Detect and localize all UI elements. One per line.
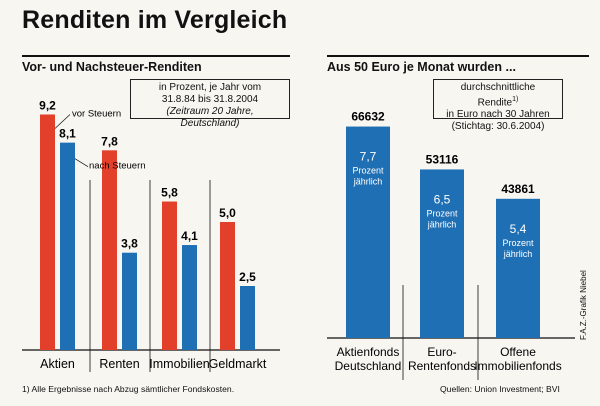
source-note: Quellen: Union Investment; BVI [440, 384, 560, 394]
rate-caption-euro-2: jährlich [427, 219, 457, 229]
legend-leader-vor-steuern [54, 114, 71, 129]
bar-euro [420, 169, 464, 338]
rate-caption-aktienfonds-1: Prozent [352, 166, 384, 176]
annotation-line-1: durchschnittliche Rendite1) [460, 82, 536, 109]
annotation-line-1: in Prozent, je Jahr vom [158, 82, 262, 93]
annotation-line-3: (Stichtag: 30.6.2004) [451, 121, 545, 133]
annotation-line-3: (Zeitraum 20 Jahre, Deutschland) [166, 106, 254, 129]
category-label-offene-line-1: Offene [500, 345, 536, 359]
graphic-credit: F.A.Z.-Grafik Niebel [579, 270, 588, 340]
right-chart-title: Aus 50 Euro je Monat wurden ... [327, 60, 516, 74]
category-label-aktienfonds-line-2: Deutschland [335, 359, 402, 373]
rate-caption-offene-2: jährlich [503, 249, 533, 259]
bar-vor-immobilien [162, 201, 177, 350]
value-label-euro: 53116 [426, 152, 459, 166]
bar-nach-geldmarkt [240, 286, 255, 350]
rate-caption-euro-1: Prozent [426, 208, 458, 218]
bar-vor-aktien [40, 114, 55, 350]
bar-nach-aktien [60, 142, 75, 350]
category-label-euro-line-1: Euro- [427, 345, 456, 359]
category-label-aktien: Aktien [40, 357, 75, 371]
value-label-vor-geldmarkt: 5,0 [219, 206, 236, 220]
rate-label-offene: 5,4 [510, 222, 527, 236]
value-label-aktienfonds: 66632 [351, 110, 385, 124]
rate-label-euro: 6,5 [434, 192, 451, 206]
footnote-marker: 1) [512, 96, 519, 103]
bar-vor-renten [102, 150, 117, 350]
annotation-line-2: 31.8.84 bis 31.8.2004 [161, 94, 259, 105]
value-label-nach-aktien: 8,1 [59, 127, 76, 141]
category-label-immobilien: Immobilien [149, 357, 209, 371]
left-header-rule [22, 55, 290, 57]
rate-label-aktienfonds: 7,7 [360, 150, 377, 164]
category-label-geldmarkt: Geldmarkt [209, 357, 267, 371]
rate-caption-offene-1: Prozent [502, 238, 534, 248]
bar-vor-geldmarkt [220, 222, 235, 350]
category-label-euro-line-2: Rentenfonds [408, 359, 476, 373]
bar-aktienfonds [346, 126, 390, 339]
bar-offene [496, 198, 540, 338]
value-label-nach-geldmarkt: 2,5 [239, 270, 256, 284]
annotation-line-2: in Euro nach 30 Jahren [446, 109, 550, 121]
value-label-vor-aktien: 9,2 [39, 98, 56, 112]
value-label-vor-renten: 7,8 [101, 134, 118, 148]
left-chart-title: Vor- und Nachsteuer-Renditen [22, 60, 202, 74]
bar-nach-immobilien [182, 245, 197, 350]
legend-label-vor-steuern: vor Steuern [72, 108, 121, 119]
right-header-rule [327, 55, 589, 57]
value-label-offene: 43861 [501, 182, 535, 196]
right-annotation-box: durchschnittliche Rendite1) in Euro nach… [433, 79, 563, 132]
category-label-offene-line-2: Immobilienfonds [474, 359, 561, 373]
left-annotation-box: in Prozent, je Jahr vom 31.8.84 bis 31.8… [130, 79, 290, 129]
footnote: 1) Alle Ergebnisse nach Abzug sämtlicher… [22, 384, 235, 394]
legend-leader-nach-steuern [74, 158, 89, 167]
bar-nach-renten [122, 252, 137, 350]
category-label-aktienfonds-line-1: Aktienfonds [337, 345, 400, 359]
value-label-vor-immobilien: 5,8 [161, 186, 178, 200]
value-label-nach-immobilien: 4,1 [181, 229, 198, 243]
rate-caption-aktienfonds-2: jährlich [353, 177, 383, 187]
value-label-nach-renten: 3,8 [121, 237, 138, 251]
legend-label-nach-steuern: nach Steuern [89, 161, 146, 172]
page-title: Renditen im Vergleich [22, 6, 288, 34]
category-label-renten: Renten [99, 357, 139, 371]
